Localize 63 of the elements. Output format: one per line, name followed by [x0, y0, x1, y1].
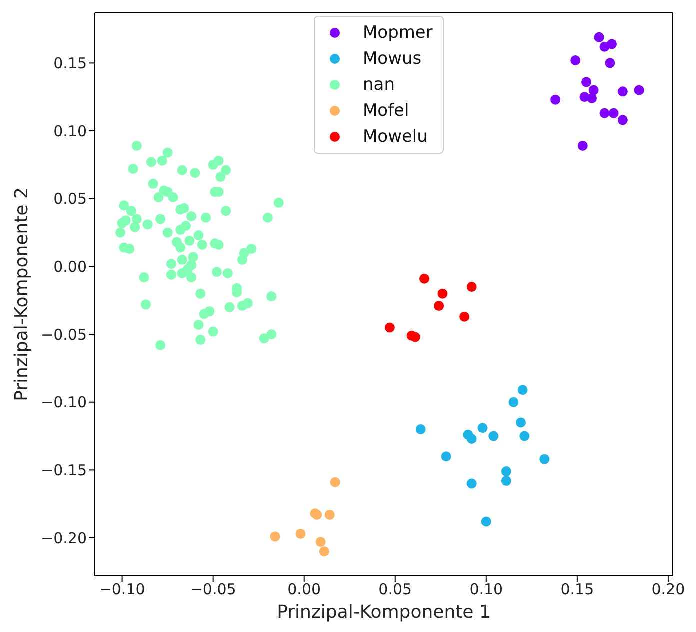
point: [594, 32, 604, 42]
point: [634, 85, 644, 96]
x-axis-title: Prinzipal-Komponente 1: [277, 602, 491, 623]
y-tick-label: −0.05: [41, 326, 87, 344]
point: [296, 528, 306, 539]
x-tick-label: −0.05: [190, 580, 236, 599]
point: [466, 434, 477, 444]
point: [607, 39, 618, 50]
x-tick-label: −0.10: [99, 580, 146, 599]
point: [478, 423, 488, 434]
point: [540, 454, 550, 464]
y-tick-label: −0.15: [41, 462, 87, 480]
point: [605, 58, 616, 68]
point: [416, 424, 426, 434]
point: [578, 140, 588, 151]
point: [586, 93, 597, 104]
legend-label: nan: [363, 75, 395, 95]
point: [501, 476, 512, 486]
point: [508, 397, 519, 408]
point: [324, 510, 335, 520]
point: [618, 86, 628, 97]
point: [516, 418, 526, 428]
point: [501, 466, 512, 477]
point: [481, 516, 492, 527]
legend-label: Mofel: [363, 101, 410, 121]
point: [316, 537, 326, 548]
point: [518, 385, 528, 396]
point: [608, 108, 619, 118]
point: [434, 301, 444, 312]
legend-label: Mopmer: [363, 23, 433, 43]
point: [441, 452, 452, 462]
point: [438, 288, 448, 299]
legend-label: Mowelu: [363, 127, 428, 147]
y-axis-title: Prinzipal-Komponente 2: [12, 188, 32, 402]
point: [588, 85, 599, 96]
point: [319, 546, 330, 557]
point: [410, 332, 420, 342]
y-tick-label: 0.00: [54, 258, 87, 276]
point: [488, 431, 499, 442]
point: [460, 312, 470, 322]
y-tick-label: 0.15: [54, 54, 87, 73]
point: [420, 274, 430, 284]
y-tick-label: 0.05: [54, 190, 87, 208]
point: [570, 55, 581, 66]
point: [330, 477, 340, 488]
point: [466, 282, 477, 292]
x-tick-label: 0.10: [470, 580, 504, 599]
y-tick-label: −0.10: [41, 394, 87, 412]
point: [582, 77, 592, 88]
x-tick-label: 0.15: [560, 580, 594, 599]
y-tick-label: −0.20: [41, 529, 87, 548]
point: [520, 431, 530, 442]
x-tick-label: 0.05: [378, 580, 412, 599]
point: [600, 108, 610, 118]
point: [384, 322, 395, 333]
point: [550, 94, 561, 105]
y-tick-label: 0.10: [54, 122, 87, 140]
legend-label: Mowus: [363, 49, 422, 69]
x-tick-label: 0.00: [288, 580, 322, 599]
point: [466, 478, 477, 489]
point: [618, 115, 628, 126]
x-tick-label: 0.20: [652, 580, 686, 599]
point: [270, 532, 280, 542]
